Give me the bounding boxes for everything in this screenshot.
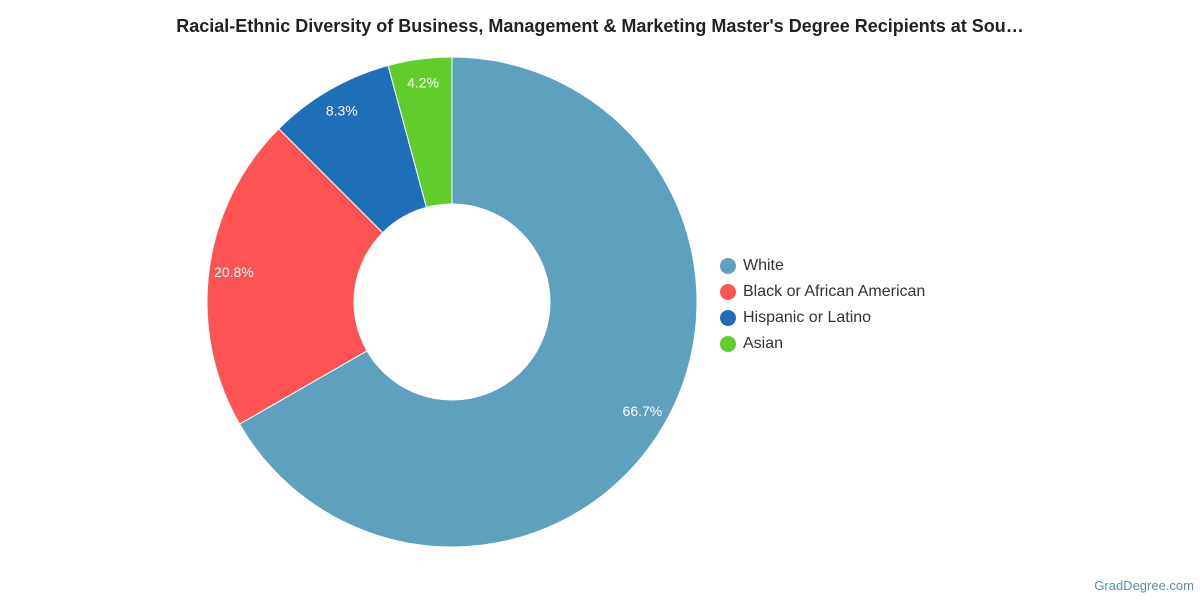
legend-marker-asian bbox=[720, 336, 736, 352]
legend-marker-white bbox=[720, 258, 736, 274]
slice-black-or-african-american[interactable] bbox=[206, 128, 384, 425]
legend-marker-black-or-african-american bbox=[720, 284, 736, 300]
slice-white[interactable] bbox=[238, 56, 698, 548]
legend: White Black or African American Hispanic… bbox=[720, 253, 925, 357]
chart-title: Racial-Ethnic Diversity of Business, Man… bbox=[176, 16, 1024, 36]
slice-label-black-or-african-american: 20.8% bbox=[214, 264, 254, 280]
slice-label-hispanic-or-latino: 8.3% bbox=[326, 102, 358, 118]
legend-item-hispanic-or-latino[interactable]: Hispanic or Latino bbox=[720, 305, 925, 331]
legend-item-asian[interactable]: Asian bbox=[720, 331, 925, 357]
legend-item-black-or-african-american[interactable]: Black or African American bbox=[720, 279, 925, 305]
legend-label-black-or-african-american: Black or African American bbox=[743, 283, 926, 300]
slice-asian[interactable] bbox=[387, 56, 453, 209]
legend-label-white: White bbox=[743, 257, 784, 274]
slice-label-white: 66.7% bbox=[623, 403, 663, 419]
slice-label-asian: 4.2% bbox=[407, 75, 439, 91]
legend-label-hispanic-or-latino: Hispanic or Latino bbox=[743, 309, 872, 326]
watermark[interactable]: GradDegree.com bbox=[1094, 578, 1194, 593]
legend-label-asian: Asian bbox=[743, 335, 784, 352]
legend-marker-hispanic-or-latino bbox=[720, 310, 736, 326]
legend-item-white[interactable]: White bbox=[720, 253, 925, 279]
